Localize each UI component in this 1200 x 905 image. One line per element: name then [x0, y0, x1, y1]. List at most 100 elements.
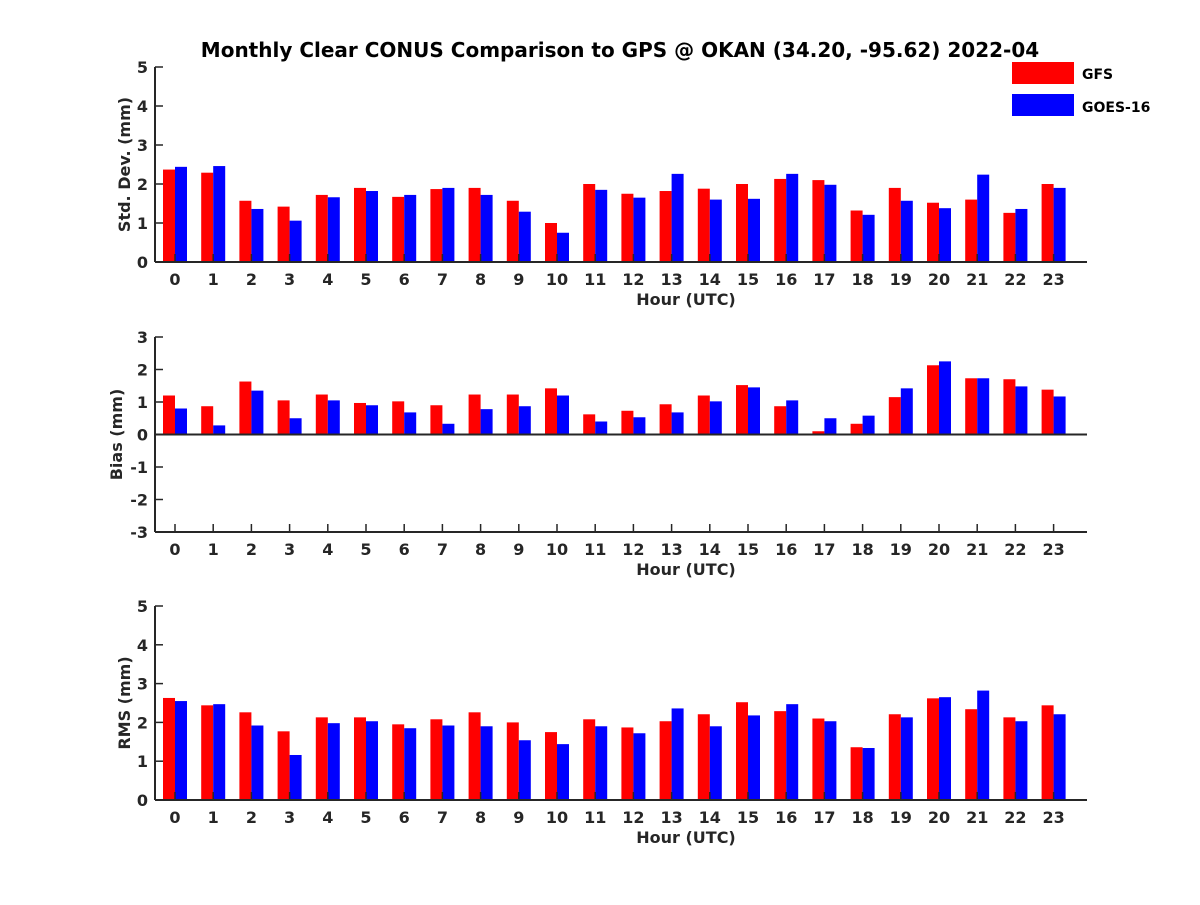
bias-bar-gfs-1 [201, 406, 214, 435]
bias-bar-gfs-21 [965, 378, 978, 435]
rms-xtick-label-8: 8 [475, 808, 486, 827]
bias-xtick-label-0: 0 [169, 540, 180, 559]
bias-ytick-label-0: 0 [137, 426, 148, 445]
rms-bar-gfs-18 [850, 747, 863, 800]
rms-ytick-label-3: 3 [137, 675, 148, 694]
stddev-xtick-label-21: 21 [966, 270, 988, 289]
stddev-xtick-label-6: 6 [399, 270, 410, 289]
rms-bar-goes16-20 [939, 697, 951, 800]
stddev-bar-gfs-3 [277, 206, 290, 262]
bias-bar-goes16-14 [709, 401, 722, 435]
rms-bar-gfs-1 [201, 705, 214, 800]
bias-bar-goes16-1 [213, 425, 226, 435]
bias-xtick-label-20: 20 [928, 540, 950, 559]
bias-bar-goes16-0 [175, 408, 187, 435]
bias-bar-gfs-19 [888, 397, 901, 435]
stddev-ytick-label-2: 2 [137, 175, 148, 194]
stddev-xtick-label-5: 5 [360, 270, 371, 289]
stddev-x-axis-label: Hour (UTC) [636, 290, 736, 309]
rms-bar-goes16-22 [1015, 721, 1028, 800]
rms-bar-goes16-6 [404, 728, 417, 800]
legend: GFS GOES-16 [1012, 62, 1150, 116]
bias-bar-gfs-23 [1041, 389, 1054, 435]
rms-bar-gfs-9 [506, 722, 519, 800]
rms-bar-goes16-5 [366, 721, 378, 800]
rms-xtick-label-19: 19 [890, 808, 912, 827]
rms-bar-goes16-17 [824, 721, 837, 800]
stddev-bar-goes16-3 [289, 220, 302, 262]
bias-ytick-label-2: 2 [137, 361, 148, 380]
stddev-xtick-label-2: 2 [246, 270, 257, 289]
stddev-bar-gfs-15 [736, 184, 748, 262]
rms-xtick-label-18: 18 [851, 808, 873, 827]
bias-bar-gfs-10 [545, 388, 557, 435]
rms-xtick-label-14: 14 [699, 808, 721, 827]
stddev-ytick-label-1: 1 [137, 214, 148, 233]
stddev-bar-goes16-1 [213, 166, 226, 262]
stddev-xtick-label-11: 11 [584, 270, 606, 289]
stddev-ytick-label-0: 0 [137, 253, 148, 272]
rms-bar-goes16-9 [518, 740, 531, 800]
bias-x-axis-label: Hour (UTC) [636, 560, 736, 579]
stddev-y-axis-label: Std. Dev. (mm) [115, 97, 134, 232]
bias-bar-goes16-10 [557, 395, 569, 435]
rms-bar-gfs-5 [354, 717, 366, 800]
stddev-bar-goes16-13 [671, 173, 684, 262]
stddev-bar-goes16-19 [900, 200, 913, 262]
stddev-xtick-label-8: 8 [475, 270, 486, 289]
bias-bar-goes16-16 [786, 400, 799, 435]
bias-ytick-label-1: 1 [137, 393, 148, 412]
stddev-bar-goes16-15 [748, 198, 760, 262]
rms-xtick-label-11: 11 [584, 808, 606, 827]
rms-bar-gfs-4 [315, 717, 328, 800]
stddev-xtick-label-0: 0 [169, 270, 180, 289]
rms-y-axis-label: RMS (mm) [115, 656, 134, 749]
stddev-bar-goes16-5 [366, 191, 378, 262]
chart-title: Monthly Clear CONUS Comparison to GPS @ … [201, 38, 1039, 62]
rms-bar-gfs-23 [1041, 705, 1054, 800]
bias-bar-goes16-18 [862, 415, 875, 435]
bias-bar-goes16-20 [939, 361, 951, 435]
rms-bar-goes16-11 [595, 726, 608, 800]
rms-bar-goes16-7 [442, 725, 455, 800]
stddev-bar-gfs-5 [354, 187, 366, 262]
rms-bar-goes16-10 [557, 744, 569, 800]
rms-xtick-label-3: 3 [284, 808, 295, 827]
bias-xtick-label-19: 19 [890, 540, 912, 559]
stddev-bar-gfs-6 [392, 196, 405, 262]
rms-xtick-label-7: 7 [437, 808, 448, 827]
rms-bar-gfs-0 [163, 697, 175, 800]
rms-bar-goes16-16 [786, 704, 799, 800]
bias-bar-gfs-0 [163, 395, 175, 435]
stddev-bar-goes16-11 [595, 189, 608, 262]
bias-xtick-label-14: 14 [699, 540, 721, 559]
rms-ytick-label-5: 5 [137, 597, 148, 616]
rms-xtick-label-1: 1 [208, 808, 219, 827]
bias-bar-gfs-7 [430, 405, 443, 435]
stddev-xtick-label-19: 19 [890, 270, 912, 289]
stddev-xtick-label-18: 18 [851, 270, 873, 289]
bias-bar-goes16-13 [671, 412, 684, 435]
stddev-bar-gfs-9 [506, 200, 519, 262]
stddev-bar-gfs-23 [1041, 184, 1054, 262]
stddev-xtick-label-1: 1 [208, 270, 219, 289]
bias-bar-goes16-7 [442, 423, 455, 435]
rms-xtick-label-21: 21 [966, 808, 988, 827]
rms-bar-gfs-11 [583, 719, 596, 800]
bias-bar-goes16-4 [327, 400, 340, 435]
rms-xtick-label-23: 23 [1042, 808, 1064, 827]
bias-ytick-label--1: -1 [130, 458, 148, 477]
legend-swatch-goes16 [1012, 94, 1074, 116]
rms-xtick-label-6: 6 [399, 808, 410, 827]
rms-bar-goes16-14 [709, 726, 722, 800]
stddev-bar-gfs-12 [621, 193, 634, 262]
rms-bar-gfs-21 [965, 709, 978, 800]
rms-xtick-label-15: 15 [737, 808, 759, 827]
stddev-bar-gfs-0 [163, 169, 175, 262]
stddev-bar-goes16-2 [251, 208, 264, 262]
bias-bar-gfs-14 [697, 395, 710, 435]
bias-xtick-label-3: 3 [284, 540, 295, 559]
rms-x-axis-label: Hour (UTC) [636, 828, 736, 847]
